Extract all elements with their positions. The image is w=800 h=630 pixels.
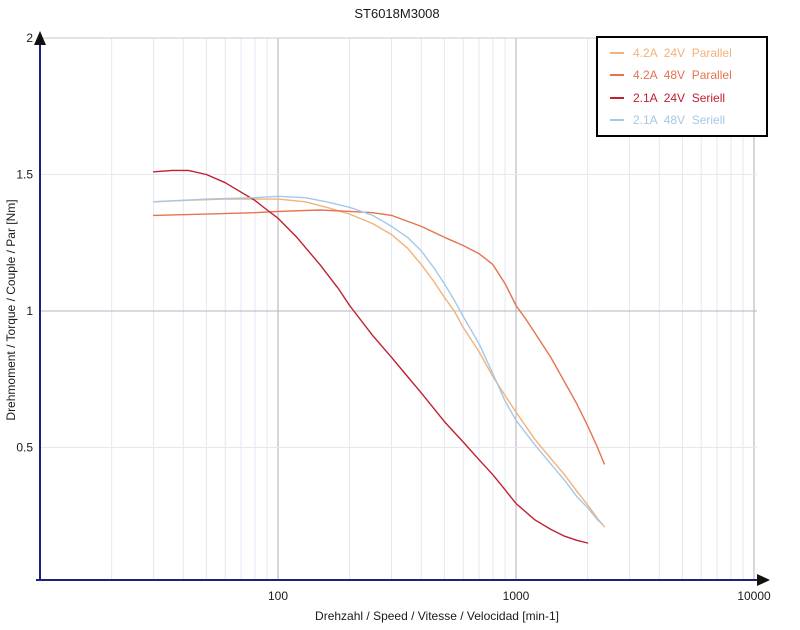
curve-2.1a-24v-seriell	[152, 169, 589, 544]
legend-item-label: 4.2A 24V Parallel	[633, 46, 732, 61]
y-tick-label: 0.5	[16, 441, 33, 455]
x-tick-label: 1000	[503, 589, 530, 603]
y-axis-arrow-icon	[34, 31, 46, 45]
y-tick-label: 2	[26, 31, 33, 45]
legend-item-label: 2.1A 48V Seriell	[633, 112, 726, 127]
legend-item: 2.1A 48V Seriell	[610, 113, 766, 127]
x-axis-label: Drehzahl / Speed / Vitesse / Velocidad […	[315, 609, 559, 623]
legend-item: 2.1A 24V Seriell	[610, 91, 766, 105]
curve-4.2a-48v-parallel	[152, 209, 605, 465]
x-tick-labels: 100 1000 10000	[268, 589, 771, 603]
legend-line-swatch-icon	[610, 96, 624, 99]
legend-line-swatch-icon	[610, 74, 624, 77]
axes	[34, 31, 770, 586]
legend-item-label: 2.1A 24V Seriell	[633, 90, 726, 105]
y-axis-label: Drehmoment / Torque / Couple / Par [Nm]	[4, 199, 18, 421]
legend-item: 4.2A 48V Parallel	[610, 68, 766, 82]
legend: 4.2A 24V Parallel 4.2A 48V Parallel 2.1A 2…	[596, 36, 768, 137]
y-tick-label: 1.5	[16, 168, 33, 182]
y-tick-labels: 2 1.5 1 0.5	[16, 31, 33, 455]
x-tick-label: 10000	[737, 589, 771, 603]
legend-item-label: 4.2A 48V Parallel	[633, 68, 732, 83]
curve-4.2a-24v-parallel	[152, 198, 605, 528]
chart-title: ST6018M3008	[354, 6, 440, 21]
x-axis-arrow-icon	[757, 574, 770, 586]
curves	[152, 169, 605, 544]
x-tick-label: 100	[268, 589, 288, 603]
y-tick-label: 1	[26, 304, 33, 318]
legend-line-swatch-icon	[610, 52, 624, 55]
legend-item: 4.2A 24V Parallel	[610, 46, 766, 60]
curve-2.1a-48v-seriell	[152, 195, 603, 525]
legend-line-swatch-icon	[610, 118, 624, 121]
